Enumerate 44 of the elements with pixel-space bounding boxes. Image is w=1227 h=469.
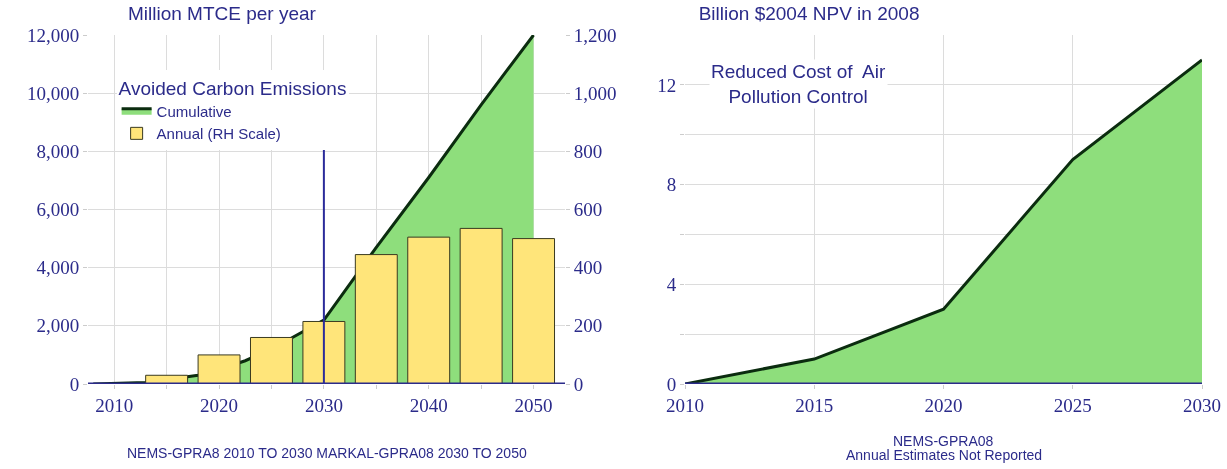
- legend-label: Annual (RH Scale): [156, 125, 281, 143]
- y-tick-label: 8: [666, 174, 677, 196]
- y-tick-label: 2,000: [36, 315, 80, 337]
- x-tick-label: 2025: [1053, 394, 1092, 416]
- x-tick-label: 2030: [304, 394, 343, 416]
- y-tick-label: 6,000: [36, 199, 80, 221]
- y-tick-label: 10,000: [26, 82, 80, 104]
- y2-tick-label: 800: [573, 140, 603, 162]
- text: Reduced Cost of Air Pollution Control: [711, 61, 886, 107]
- bar: [354, 254, 398, 384]
- y2-tick-label: 400: [573, 257, 603, 279]
- bar: [249, 336, 293, 384]
- y2-tick-label: 1,000: [573, 82, 617, 104]
- y-tick-label: 4,000: [36, 257, 80, 279]
- y-tick-label: 0: [69, 373, 80, 395]
- bar: [512, 238, 556, 384]
- x-tick-label: 2015: [795, 394, 834, 416]
- y2-tick-label: 600: [573, 199, 603, 221]
- x-tick-label: 2020: [924, 394, 963, 416]
- text: Annual Estimates Not Reported: [846, 447, 1043, 463]
- y2-tick-label: 200: [573, 315, 603, 337]
- x-tick-label: 2020: [200, 394, 239, 416]
- y-tick-label: 0: [666, 373, 677, 395]
- legend-title: Avoided Carbon Emissions: [118, 77, 347, 99]
- y-tick-label: 12,000: [26, 24, 80, 46]
- x-tick-label: 2040: [409, 394, 448, 416]
- y2-tick-label: 0: [573, 373, 584, 395]
- y-tick-label: 12: [657, 74, 677, 96]
- legend-label: Cumulative: [156, 102, 232, 120]
- chart-title: Billion $2004 NPV in 2008: [698, 3, 920, 25]
- x-tick-label: 2010: [666, 394, 704, 416]
- x-tick-label: 2010: [95, 394, 134, 416]
- y2-tick-label: 1,200: [573, 24, 617, 46]
- y-tick-label: 4: [666, 273, 677, 295]
- x-tick-label: 2030: [1183, 394, 1221, 416]
- bar: [459, 227, 503, 384]
- text: NEMS-GPRA08: [893, 433, 994, 449]
- bar: [197, 354, 241, 384]
- bar: [407, 236, 451, 384]
- text: NEMS-GPRA8 2010 TO 2030 MARKAL-GPRA08 2030 TO 2050: [127, 445, 527, 461]
- y-tick-label: 8,000: [36, 140, 80, 162]
- bar: [302, 320, 346, 384]
- chart-title: Million MTCE per year: [128, 3, 317, 25]
- x-tick-label: 2050: [514, 394, 553, 416]
